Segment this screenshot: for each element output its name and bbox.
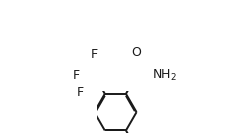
Text: O: O [132,46,141,59]
Text: F: F [91,48,98,61]
Text: F: F [77,86,84,99]
Text: F: F [73,69,80,82]
Text: NH$_2$: NH$_2$ [152,68,177,83]
